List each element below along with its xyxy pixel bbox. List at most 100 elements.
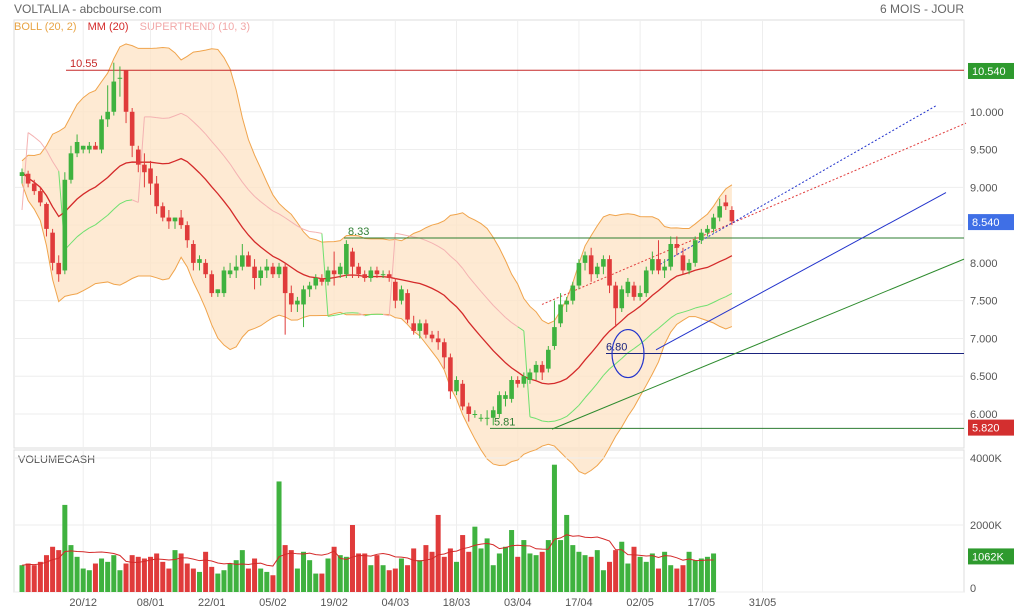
supertrend-segment bbox=[701, 304, 708, 308]
trend-line-blue bbox=[655, 192, 947, 351]
volume-bar bbox=[600, 570, 606, 592]
volume-bar bbox=[649, 553, 655, 592]
price-y-tick-label: 7.000 bbox=[970, 333, 998, 345]
volume-bar bbox=[190, 568, 196, 592]
supertrend-segment bbox=[395, 232, 402, 235]
supertrend-segment bbox=[297, 225, 304, 230]
supertrend-segment bbox=[199, 127, 206, 135]
price-y-tick-label: 6.000 bbox=[970, 409, 998, 421]
volume-bar bbox=[545, 540, 551, 592]
supertrend-segment bbox=[95, 219, 102, 226]
candle-body bbox=[576, 262, 582, 286]
supertrend-segment bbox=[670, 313, 678, 319]
candle-body bbox=[295, 300, 300, 305]
supertrend-segment bbox=[309, 231, 316, 233]
price-badge-label: 5.820 bbox=[972, 423, 1000, 435]
supertrend-segment bbox=[627, 348, 635, 354]
candle-body bbox=[680, 255, 686, 271]
candle-body bbox=[692, 240, 698, 263]
x-tick-label: 17/05 bbox=[688, 597, 716, 609]
candle-body bbox=[564, 300, 569, 305]
candle-body bbox=[307, 285, 312, 290]
candle-body bbox=[405, 293, 410, 320]
supertrend-segment bbox=[76, 231, 84, 238]
supertrend-segment bbox=[554, 418, 561, 422]
candle-body bbox=[478, 417, 484, 419]
candle-body bbox=[350, 251, 355, 267]
supertrend-segment bbox=[456, 261, 464, 269]
supertrend-segment bbox=[156, 117, 163, 119]
volume-bar bbox=[435, 514, 441, 592]
candle-body bbox=[331, 270, 337, 275]
price-badge bbox=[968, 419, 1014, 436]
supertrend-segment bbox=[474, 283, 482, 292]
candle-body bbox=[313, 278, 319, 286]
volume-bar bbox=[380, 565, 386, 592]
candle-body bbox=[601, 259, 606, 267]
candle-body bbox=[625, 281, 631, 294]
volume-bar bbox=[349, 525, 355, 592]
legend-boll[interactable]: BOLL (20, 2) bbox=[14, 21, 77, 33]
supertrend-segment bbox=[248, 189, 255, 197]
supertrend-segment bbox=[52, 161, 60, 172]
candle-body bbox=[252, 266, 257, 278]
volume-bar bbox=[80, 568, 86, 592]
candle-body bbox=[203, 262, 208, 275]
bollinger-upper bbox=[21, 43, 733, 325]
candle-body bbox=[99, 119, 104, 150]
candle-body bbox=[429, 334, 435, 339]
volume-bar bbox=[588, 556, 594, 592]
candle-body bbox=[686, 262, 692, 271]
candle-body bbox=[454, 380, 459, 392]
supertrend-segment bbox=[358, 312, 365, 317]
volume-bar bbox=[496, 553, 502, 592]
period-label[interactable]: 6 MOIS - JOUR bbox=[879, 2, 964, 16]
candle-body bbox=[662, 266, 667, 271]
volume-bar bbox=[392, 568, 398, 592]
candle-body bbox=[607, 259, 612, 286]
x-tick-label: 08/01 bbox=[137, 597, 165, 609]
supertrend-segment bbox=[572, 404, 580, 412]
supertrend-segment bbox=[535, 418, 543, 422]
supertrend-segment bbox=[468, 276, 476, 285]
supertrend-segment bbox=[46, 150, 54, 162]
supertrend-segment bbox=[578, 397, 586, 406]
candle-body bbox=[380, 274, 386, 276]
candle-body bbox=[325, 270, 331, 282]
volume-bar bbox=[129, 555, 135, 592]
candle-body bbox=[650, 259, 655, 271]
legend-mm[interactable]: MM (20) bbox=[87, 21, 129, 33]
supertrend-segment bbox=[548, 420, 555, 423]
supertrend-segment bbox=[603, 368, 610, 376]
candle-body bbox=[699, 232, 704, 241]
supertrend-segment bbox=[211, 141, 219, 149]
volume-bar bbox=[570, 545, 576, 592]
supertrend-segment bbox=[82, 227, 90, 233]
supertrend-segment bbox=[499, 311, 506, 318]
volume-bar bbox=[613, 550, 619, 592]
volume-bar bbox=[43, 555, 49, 592]
supertrend-segment bbox=[664, 317, 672, 324]
volume-bar bbox=[337, 555, 343, 592]
candle-body bbox=[441, 342, 447, 358]
candle-body bbox=[539, 364, 545, 373]
volume-bar bbox=[68, 545, 74, 592]
volume-bar bbox=[539, 551, 545, 592]
volume-bar bbox=[692, 560, 698, 592]
x-tick-label: 18/03 bbox=[443, 597, 471, 609]
candle-body bbox=[160, 206, 166, 218]
supertrend-segment bbox=[27, 132, 35, 138]
supertrend-segment bbox=[486, 298, 494, 306]
candle-body bbox=[154, 183, 159, 207]
legend-supertrend[interactable]: SUPERTREND (10, 3) bbox=[139, 21, 251, 33]
supertrend-segment bbox=[462, 268, 470, 278]
candle-body bbox=[111, 81, 117, 112]
supertrend-segment bbox=[113, 203, 121, 210]
supertrend-segment bbox=[186, 115, 194, 123]
candle-body bbox=[527, 372, 533, 380]
candle-body bbox=[123, 70, 129, 112]
supertrend-segment bbox=[315, 231, 322, 234]
trend-line-red-dashed bbox=[541, 122, 967, 305]
supertrend-segment bbox=[205, 133, 213, 142]
